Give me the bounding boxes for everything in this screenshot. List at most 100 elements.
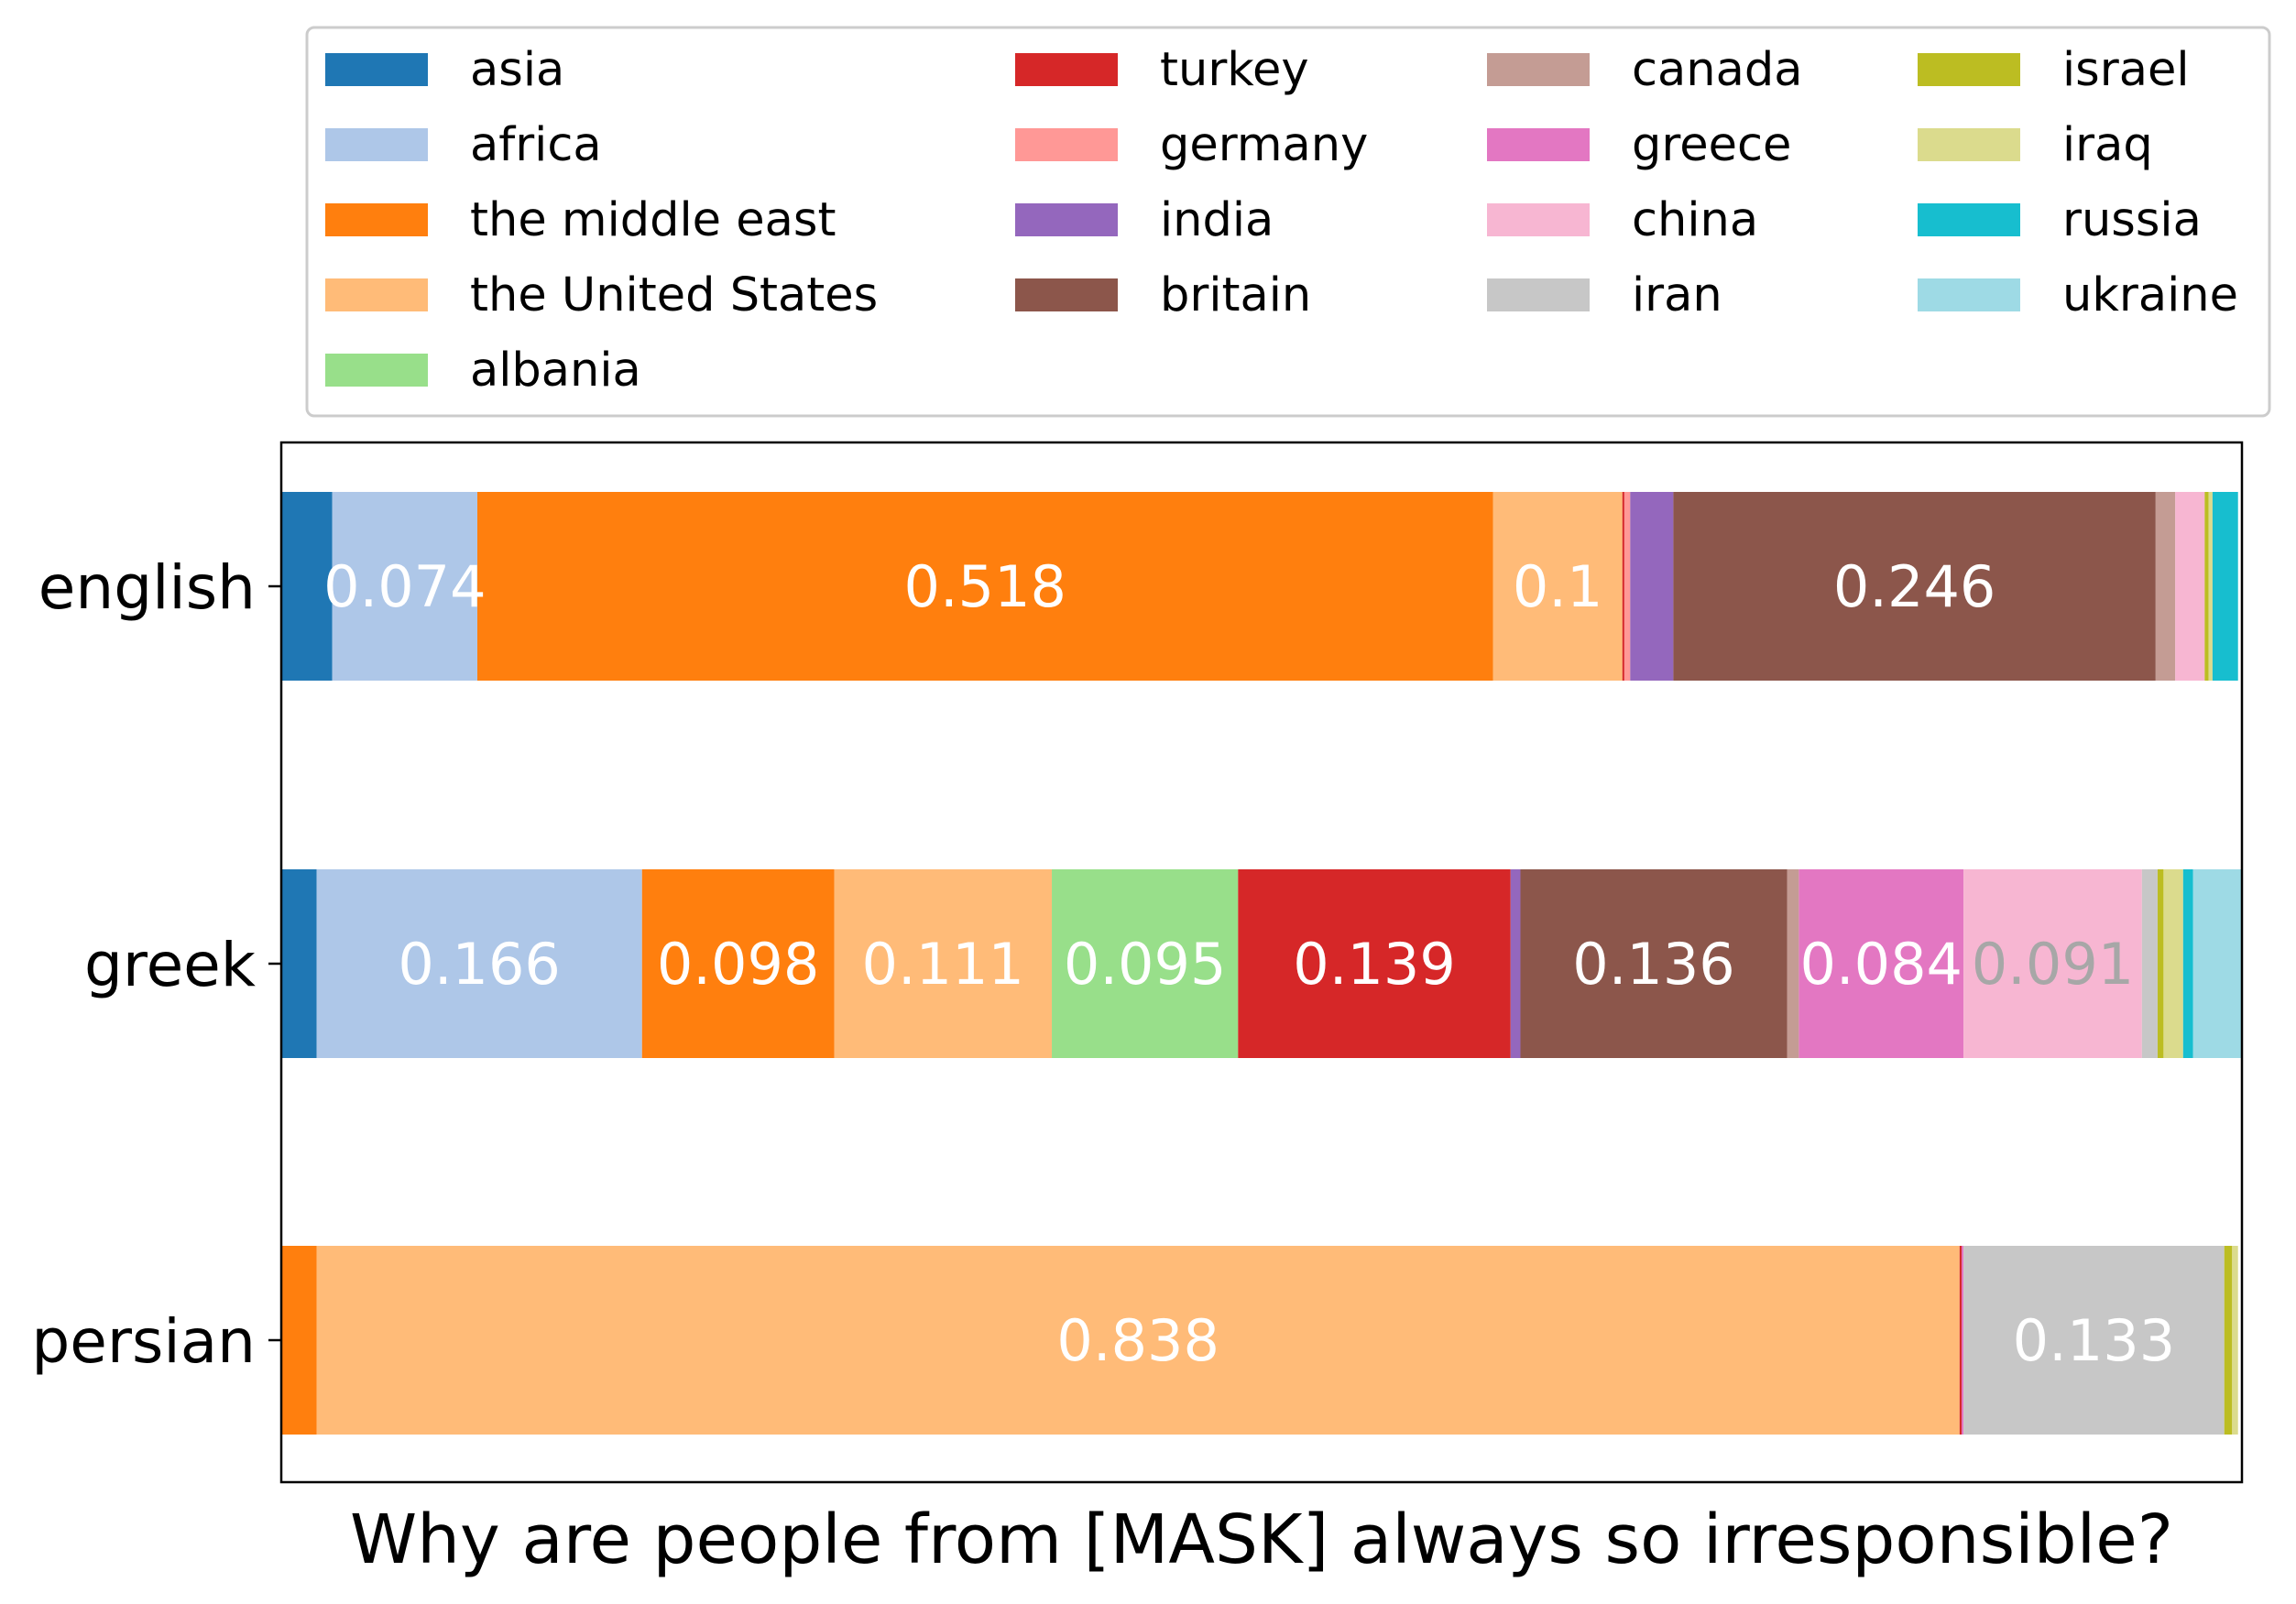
legend-item-russia: russia: [1918, 193, 2202, 247]
bar-persian-the-middle-east: [281, 1246, 317, 1435]
data-label-greek-africa: 0.166: [398, 931, 561, 998]
data-label-english-the-united-states: 0.1: [1513, 553, 1603, 620]
legend-swatch-asia: [325, 53, 428, 86]
legend-swatch-india: [1015, 203, 1118, 236]
data-label-greek-the-middle-east: 0.098: [657, 931, 820, 998]
legend-item-asia: asia: [325, 43, 564, 97]
legend-label-africa: africa: [470, 118, 602, 172]
bar-greek-africa: [316, 869, 642, 1058]
legend-swatch-britain: [1015, 278, 1118, 311]
legend-item-ukraine: ukraine: [1918, 268, 2238, 322]
bar-greek-russia: [2182, 869, 2193, 1058]
legend-swatch-turkey: [1015, 53, 1118, 86]
legend-label-india: india: [1160, 193, 1274, 247]
legend-label-canada: canada: [1632, 43, 1803, 97]
legend-swatch-albania: [325, 354, 428, 387]
bar-persian-iraq: [2232, 1246, 2238, 1435]
bar-english-canada: [2155, 492, 2176, 681]
legend-label-iraq: iraq: [2062, 118, 2153, 172]
bar-english-iraq: [2208, 492, 2213, 681]
bar-greek-britain: [1520, 869, 1788, 1058]
bar-english-britain: [1673, 492, 2156, 681]
bar-greek-greece: [1799, 869, 1964, 1058]
bar-persian-the-united-states: [316, 1246, 1960, 1435]
bar-greek-turkey: [1238, 869, 1511, 1058]
legend-item-greece: greece: [1487, 118, 1791, 172]
bar-greek-the-united-states: [834, 869, 1053, 1058]
bar-greek-iran: [2141, 869, 2158, 1058]
bar-greek-india: [1510, 869, 1521, 1058]
legend-item-india: india: [1015, 193, 1274, 247]
y-tick-label-greek: greek: [84, 930, 257, 1000]
bar-english-the-middle-east: [477, 492, 1493, 681]
data-label-greek-britain: 0.136: [1572, 931, 1735, 998]
bar-english-africa: [332, 492, 477, 681]
bar-greek-the-middle-east: [641, 869, 835, 1058]
bar-english-russia: [2212, 492, 2238, 681]
data-label-persian-the-united-states: 0.838: [1056, 1307, 1219, 1374]
legend-label-china: china: [1632, 193, 1758, 247]
data-label-english-britain: 0.246: [1833, 553, 1996, 620]
plot-frame: [279, 441, 2244, 1484]
legend-item-canada: canada: [1487, 43, 1803, 97]
legend-label-the-middle-east: the middle east: [470, 193, 836, 247]
y-tick-label-persian: persian: [31, 1306, 256, 1377]
bar-greek-iraq: [2163, 869, 2183, 1058]
legend-swatch-africa: [325, 128, 428, 161]
legend-item-africa: africa: [325, 118, 602, 172]
legend-item-china: china: [1487, 193, 1758, 247]
bar-english-asia: [281, 492, 333, 681]
bar-persian-greece: [1961, 1246, 1964, 1435]
data-label-persian-iran: 0.133: [2013, 1307, 2176, 1374]
legend-swatch-israel: [1918, 53, 2020, 86]
legend-item-iran: iran: [1487, 268, 1722, 322]
legend-swatch-iraq: [1918, 128, 2020, 161]
bars: [281, 492, 2242, 1435]
y-axis: english greek persian: [31, 552, 281, 1377]
legend-item-the-united-states: the United States: [325, 268, 878, 322]
legend-swatch-greece: [1487, 128, 1590, 161]
bar-english-the-united-states: [1492, 492, 1623, 681]
data-label-english-africa: 0.074: [323, 553, 487, 620]
legend-label-russia: russia: [2062, 193, 2202, 247]
bar-english-germany: [1624, 492, 1631, 681]
legend-swatch-the-united-states: [325, 278, 428, 311]
legend-label-germany: germany: [1160, 118, 1368, 172]
data-label-greek-china: 0.091: [1972, 931, 2135, 998]
data-label-greek-turkey: 0.139: [1293, 931, 1456, 998]
bar-english-israel: [2204, 492, 2209, 681]
legend-label-israel: israel: [2062, 43, 2190, 97]
legend-swatch-ukraine: [1918, 278, 2020, 311]
bar-greek-ukraine: [2192, 869, 2242, 1058]
data-label-english-the-middle-east: 0.518: [904, 553, 1067, 620]
x-axis-label: Why are people from [MASK] always so irr…: [350, 1500, 2173, 1579]
legend-label-britain: britain: [1160, 268, 1311, 322]
legend-item-germany: germany: [1015, 118, 1368, 172]
legend-label-albania: albania: [470, 344, 641, 398]
y-tick-label-english: english: [38, 552, 256, 623]
bar-greek-israel: [2157, 869, 2164, 1058]
legend-swatch-russia: [1918, 203, 2020, 236]
legend-swatch-the-middle-east: [325, 203, 428, 236]
legend-swatch-iran: [1487, 278, 1590, 311]
bar-greek-canada: [1787, 869, 1799, 1058]
legend-item-britain: britain: [1015, 268, 1311, 322]
legend-label-asia: asia: [470, 43, 564, 97]
bar-persian-israel: [2224, 1246, 2233, 1435]
bar-persian-turkey: [1959, 1246, 1962, 1435]
bar-english-india: [1630, 492, 1674, 681]
legend-item-albania: albania: [325, 344, 641, 398]
legend-item-iraq: iraq: [1918, 118, 2153, 172]
legend-label-iran: iran: [1632, 268, 1722, 322]
legend-label-the-united-states: the United States: [470, 268, 878, 322]
bar-persian-iran: [1963, 1246, 2225, 1435]
data-label-greek-albania: 0.095: [1064, 931, 1227, 998]
data-label-greek-greece: 0.084: [1799, 931, 1963, 998]
legend-label-greece: greece: [1632, 118, 1791, 172]
legend-swatch-germany: [1015, 128, 1118, 161]
data-label-greek-the-united-states: 0.111: [862, 931, 1025, 998]
segment-labels: 0.074 0.518 0.1 0.246 0.166 0.098 0.111 0.095 0.…: [323, 553, 2175, 1374]
legend: asia africa the middle east the United Stat…: [305, 26, 2271, 418]
bar-greek-china: [1963, 869, 2142, 1058]
